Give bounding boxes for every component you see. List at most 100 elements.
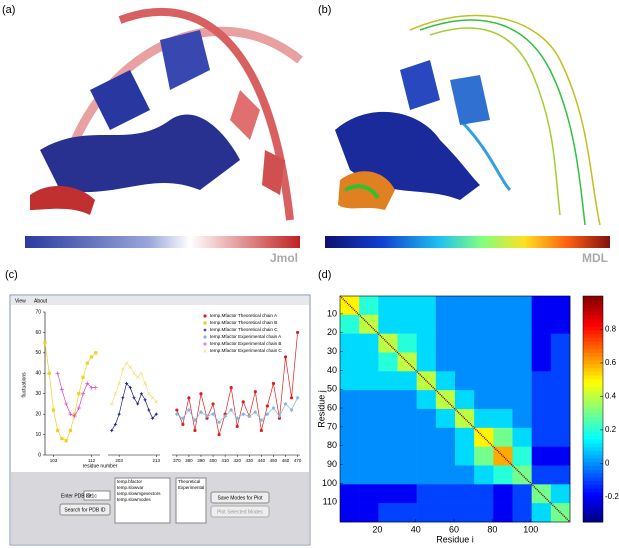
colorbar-step	[583, 405, 603, 410]
input-value: 3e1c	[86, 493, 97, 499]
list-item: Experimental	[178, 485, 204, 490]
x-axis-label: Residue i	[436, 534, 474, 544]
heatmap-cell	[378, 314, 398, 334]
heatmap-cell	[435, 465, 456, 485]
heatmap-cell	[435, 296, 456, 316]
heatmap-cell	[397, 427, 417, 447]
heatmap-cell	[378, 409, 398, 429]
heatmap-cell	[416, 446, 437, 466]
heatmap-cell	[435, 409, 456, 429]
marker	[85, 381, 90, 386]
button[interactable]	[59, 503, 111, 516]
marker	[93, 385, 98, 390]
marker	[147, 391, 151, 396]
heatmap-cell	[397, 333, 417, 353]
marker	[154, 400, 159, 404]
marker	[132, 395, 136, 400]
heatmap-cell	[550, 446, 571, 466]
heatmap-cell	[550, 484, 571, 504]
colorbar-step	[583, 431, 603, 436]
colorbar-step	[583, 416, 603, 421]
heatmap-cell	[455, 427, 475, 447]
heatmap-cell	[378, 390, 398, 410]
heatmap-cell	[474, 333, 494, 353]
marker	[203, 342, 207, 346]
heatmap-cell	[474, 409, 494, 429]
marker	[124, 361, 129, 365]
heatmap-cell	[397, 390, 417, 410]
x-tick-label: 430	[246, 458, 254, 463]
heatmap-cell	[493, 314, 513, 334]
colorbar-step	[583, 499, 603, 504]
menu-item[interactable]: About	[34, 298, 48, 304]
x-tick-label: 450	[270, 458, 278, 463]
marker	[68, 412, 73, 417]
panel-label: (d)	[318, 269, 331, 281]
y-tick-label: 0	[38, 452, 41, 458]
y-tick-label: 110	[323, 497, 337, 507]
button[interactable]	[210, 491, 270, 504]
marker	[109, 402, 114, 406]
y-tick-label: 40	[35, 371, 41, 377]
heatmap-cell	[455, 333, 475, 353]
heatmap-cell	[493, 296, 513, 316]
marker	[154, 412, 159, 417]
heatmap-cell	[416, 390, 437, 410]
heatmap-cell	[359, 333, 379, 353]
marker	[64, 401, 69, 406]
heatmap-cell	[493, 333, 513, 353]
heatmap-cell	[493, 484, 513, 504]
y-tick-label: 20	[327, 327, 337, 337]
heatmap-cell	[455, 352, 475, 372]
heatmap-cell	[455, 390, 475, 410]
heatmap-cell	[435, 446, 456, 466]
heatmap-cell	[435, 484, 456, 504]
marker	[124, 381, 129, 386]
legend-label: temp.Mfactor Theoretical chain C	[210, 327, 278, 332]
marker	[217, 420, 222, 425]
colorbar-step	[583, 518, 603, 523]
panel-label: (c)	[5, 269, 18, 281]
heatmap-cell	[550, 371, 571, 391]
colorbar	[325, 236, 610, 248]
heatmap-cell	[378, 352, 398, 372]
heatmap-cell	[435, 352, 456, 372]
list-box[interactable]	[175, 477, 207, 524]
colorbar-step	[583, 420, 603, 425]
marker	[203, 321, 207, 325]
list-box[interactable]	[114, 477, 171, 524]
heatmap-cell	[474, 371, 494, 391]
heatmap-cell	[340, 314, 360, 334]
heatmap-cell	[550, 333, 571, 353]
heatmap-cell	[378, 296, 398, 316]
diagonal	[339, 295, 571, 523]
colorbar-step	[583, 503, 603, 508]
marker	[289, 408, 294, 413]
menu-item[interactable]: View	[15, 298, 26, 304]
x-tick-label: 390	[197, 458, 205, 463]
heatmap-cell	[435, 371, 456, 391]
heatmap-cell	[531, 427, 552, 447]
marker	[283, 401, 288, 406]
heatmap-cell	[455, 371, 475, 391]
marker	[89, 355, 94, 359]
heatmap-cell	[416, 427, 437, 447]
colorbar-step	[583, 322, 603, 327]
marker	[81, 375, 85, 379]
colorbar-step	[583, 461, 603, 466]
heatmap-cell	[512, 296, 532, 316]
marker	[175, 408, 179, 412]
heatmap-cell	[531, 314, 552, 334]
marker	[180, 416, 185, 421]
text-input[interactable]	[83, 490, 111, 501]
marker	[199, 392, 203, 396]
heatmap-cell	[416, 296, 437, 316]
heatmap-cell	[531, 446, 552, 466]
marker	[59, 387, 64, 392]
marker	[64, 439, 68, 443]
heatmap-cell	[531, 296, 552, 316]
x-tick-label: 370	[173, 458, 181, 463]
heatmap-cell	[340, 333, 360, 353]
button[interactable]	[210, 505, 270, 518]
